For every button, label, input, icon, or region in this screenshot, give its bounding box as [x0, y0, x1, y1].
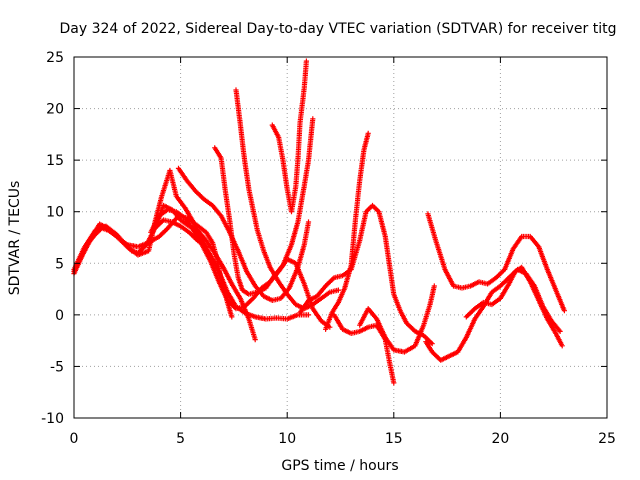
y-tick-label: 0 [55, 308, 64, 324]
x-tick-label: 0 [70, 431, 79, 447]
data-point-markers [297, 202, 435, 347]
x-tick-label: 20 [491, 431, 509, 447]
series-arc9 [269, 58, 309, 215]
series-arc8 [233, 87, 341, 312]
y-tick-label: -10 [41, 411, 64, 427]
y-tick-label: 25 [46, 50, 64, 66]
series-arc15 [425, 211, 567, 314]
y-axis-label: SDTVAR / TECUs [7, 181, 23, 296]
data-point-markers [425, 211, 567, 314]
y-tick-label: -5 [50, 359, 64, 375]
data-point-markers [269, 58, 309, 215]
ticks: 0 5 10 15 20 25 -10 -5 0 5 10 15 20 25 [41, 50, 616, 447]
x-tick-label: 15 [385, 431, 403, 447]
y-tick-label: 5 [55, 256, 64, 272]
series-arc13 [357, 283, 437, 355]
plot-frame [73, 56, 608, 419]
series-arc7 [212, 116, 316, 297]
data-point-markers [463, 264, 565, 349]
series-arc10 [297, 202, 435, 347]
chart-title: Day 324 of 2022, Sidereal Day-to-day VTE… [60, 21, 617, 37]
data-point-markers [212, 116, 316, 297]
data-point-markers [233, 87, 341, 312]
series-arc16 [463, 264, 565, 349]
x-tick-label: 25 [598, 431, 616, 447]
y-tick-label: 20 [46, 102, 64, 118]
series-arc11 [323, 130, 371, 332]
x-tick-label: 10 [278, 431, 296, 447]
y-tick-label: 10 [46, 205, 64, 221]
data-point-markers [357, 283, 437, 355]
data-point-markers [323, 130, 371, 332]
x-tick-label: 5 [176, 431, 185, 447]
y-tick-label: 15 [46, 153, 64, 169]
x-axis-label: GPS time / hours [281, 458, 398, 474]
